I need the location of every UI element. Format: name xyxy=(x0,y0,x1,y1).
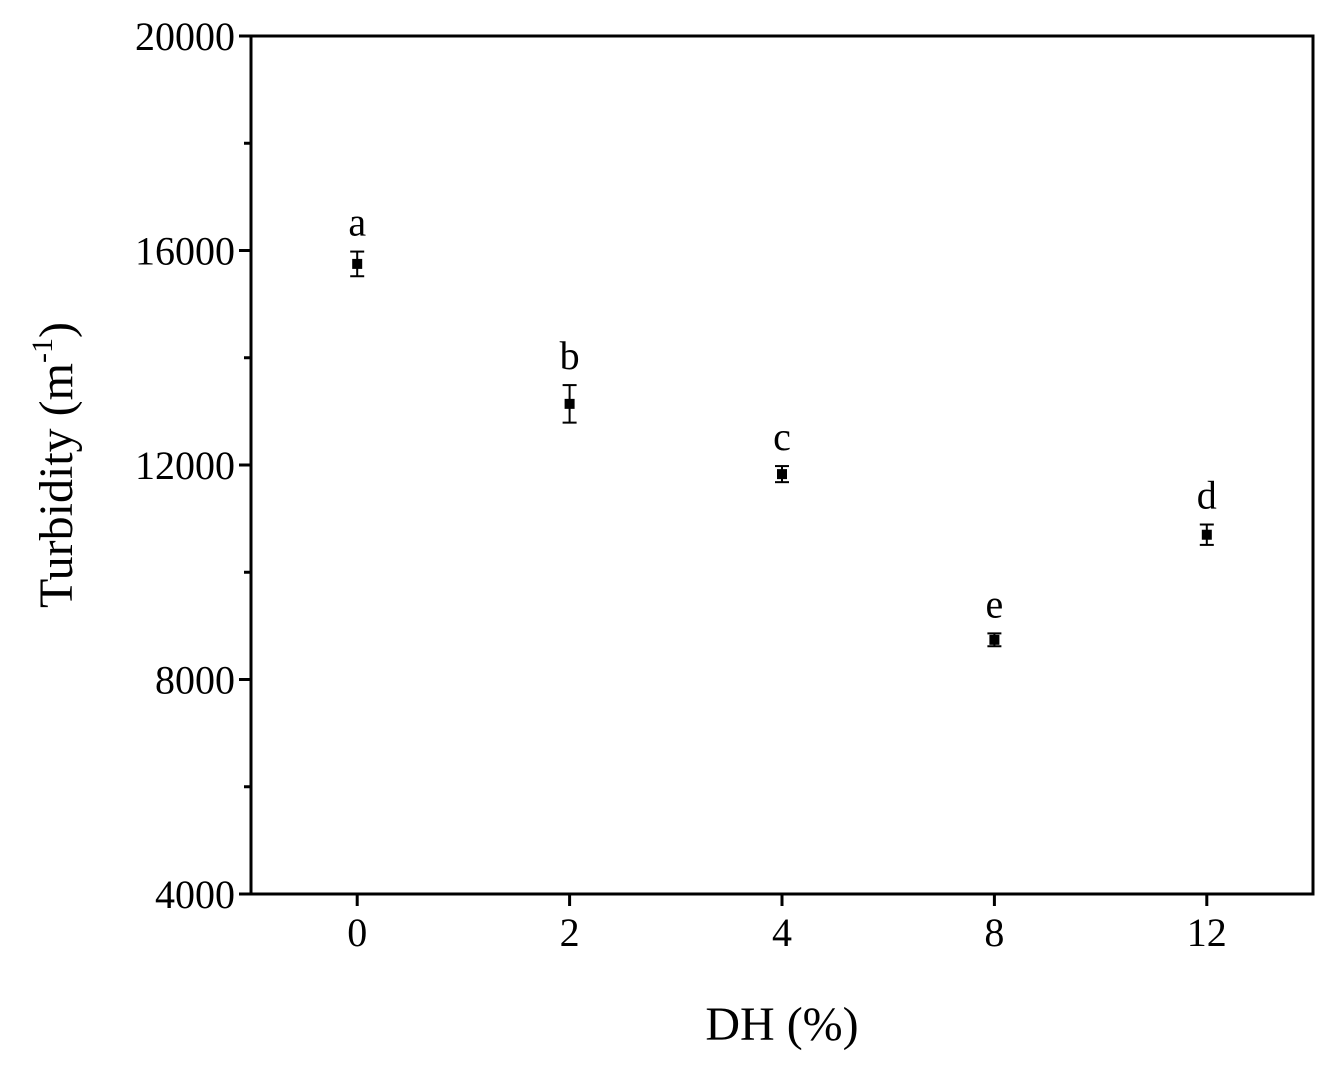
point xyxy=(777,469,787,480)
significance-letter: e xyxy=(986,581,1004,626)
significance-letter: c xyxy=(773,414,791,459)
y-axis-label: Turbidity (m-1) xyxy=(26,322,83,608)
y-axis-label-main: Turbidity (m xyxy=(30,363,83,608)
point xyxy=(1201,529,1212,540)
point xyxy=(989,634,1000,645)
point xyxy=(352,258,363,269)
y-axis-label-end: ) xyxy=(30,322,83,338)
x-tick-label: 4 xyxy=(772,910,792,955)
significance-letter: d xyxy=(1197,473,1217,518)
y-tick-label: 4000 xyxy=(155,872,235,917)
y-tick-label: 16000 xyxy=(135,229,235,274)
plot-frame xyxy=(249,34,1315,896)
y-tick-label: 20000 xyxy=(135,14,235,59)
y-tick-label: 12000 xyxy=(135,443,235,488)
x-tick-label: 12 xyxy=(1187,910,1227,955)
x-axis-label: DH (%) xyxy=(705,998,858,1051)
x-tick-label: 8 xyxy=(984,910,1004,955)
x-tick-label: 2 xyxy=(560,910,580,955)
point xyxy=(564,398,575,409)
x-tick-label: 0 xyxy=(347,910,367,955)
y-tick-label: 8000 xyxy=(155,658,235,703)
significance-letter: b xyxy=(560,333,580,378)
y-axis-label-sup: -1 xyxy=(26,338,59,363)
significance-letter: a xyxy=(348,200,366,245)
